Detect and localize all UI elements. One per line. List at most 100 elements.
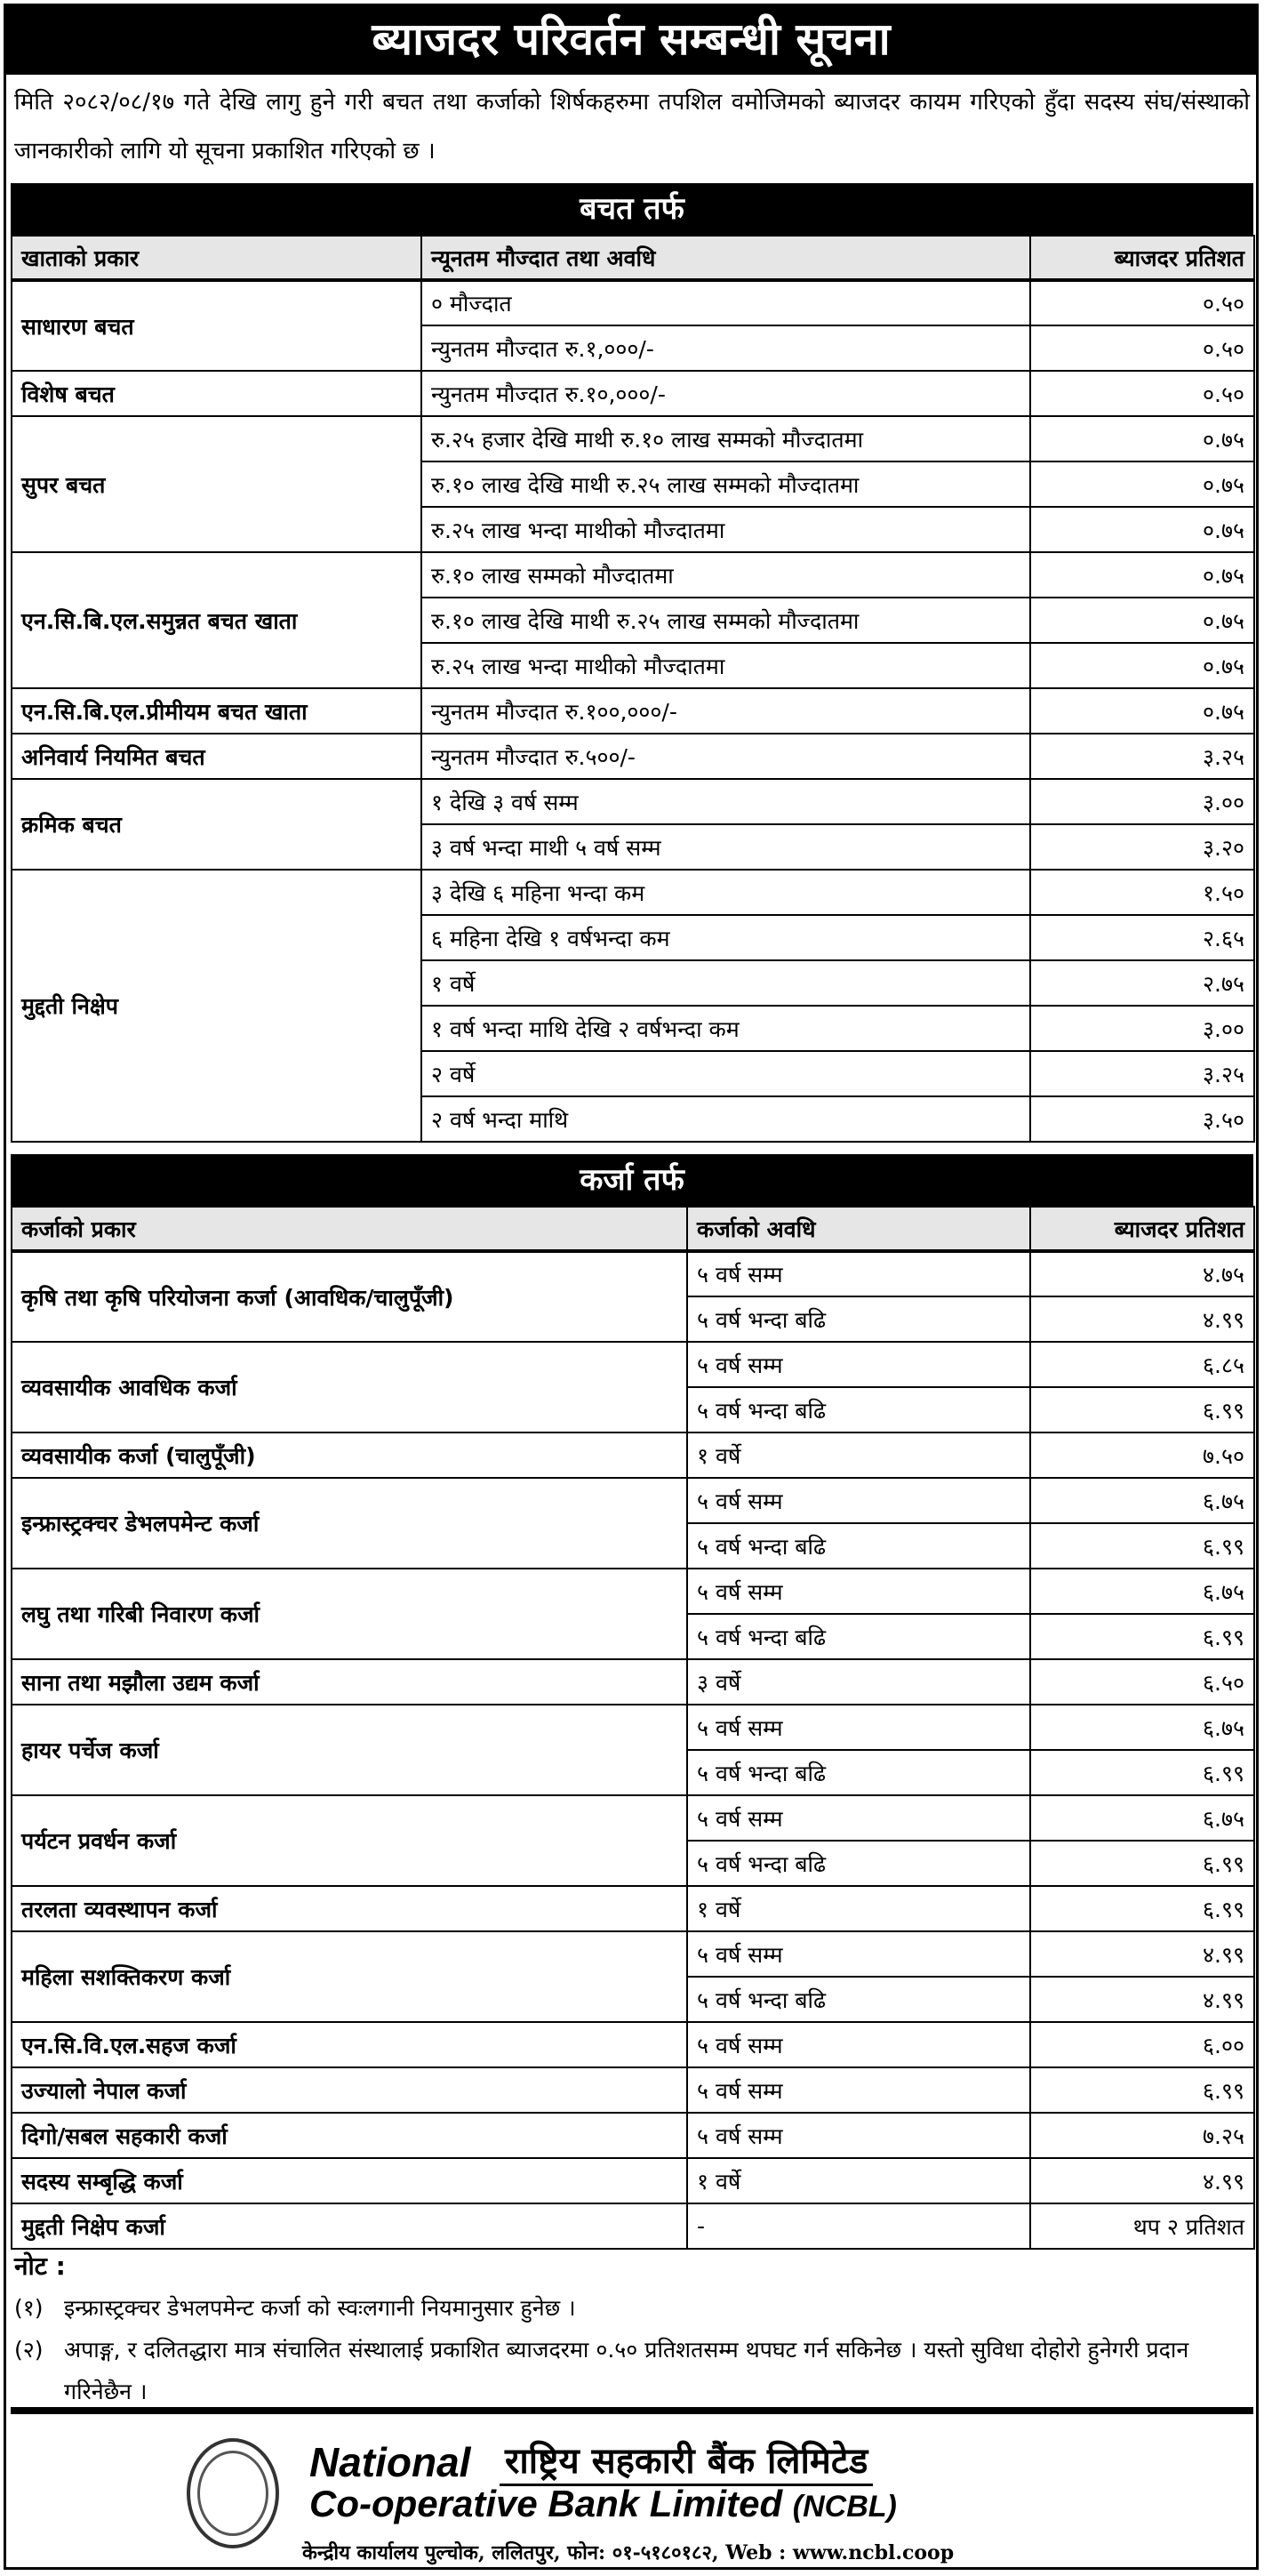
note-item: (२) अपाङ्ग, र दलितद्धारा मात्र संचालित स… xyxy=(14,2329,1250,2412)
condition-cell: ५ वर्ष भन्दा बढि xyxy=(686,1386,1031,1433)
rate-cell: ०.५० xyxy=(1029,279,1255,326)
logo-abbr: (NCBL) xyxy=(792,2490,897,2524)
category-cell: क्रमिक बचत xyxy=(11,778,422,871)
table-row: सदस्य सम्बृद्धि कर्जा १ वर्षे ४.९९ xyxy=(11,2157,1255,2204)
notes: नोट : (१) इन्फ्रास्ट्रक्चर डेभलपमेन्ट कर… xyxy=(14,2245,1250,2412)
condition-cell: रु.१० लाख देखि माथी रु.२५ लाख सम्मको मौज… xyxy=(420,597,1031,644)
rate-cell: ३.०० xyxy=(1029,778,1255,825)
condition-cell: ६ महिना देखि १ वर्षभन्दा कम xyxy=(420,914,1031,961)
category-cell: एन.सि.वि.एल.सहज कर्जा xyxy=(11,2021,688,2068)
category-cell: कृषि तथा कृषि परियोजना कर्जा (आवधिक/चालु… xyxy=(11,1250,688,1343)
rate-cell: ६.७५ xyxy=(1029,1568,1255,1615)
table-row: रु.१० लाख देखि माथी रु.२५ लाख सम्मको मौज… xyxy=(12,597,1255,644)
table-row: २ वर्षे ३.२५ xyxy=(12,1050,1255,1097)
table-row: ५ वर्ष भन्दा बढि ६.९९ xyxy=(12,1749,1255,1796)
rate-cell: ०.७५ xyxy=(1029,597,1255,644)
table-row: साधारण बचत ० मौज्दात ०.५० xyxy=(11,279,1255,372)
rate-cell: ०.७५ xyxy=(1029,687,1255,734)
rate-cell: ६.७५ xyxy=(1029,1704,1255,1751)
rate-cell: ०.५० xyxy=(1029,325,1255,372)
rate-cell: ६.९९ xyxy=(1029,1522,1255,1569)
category-cell: व्यवसायीक आवधिक कर्जा xyxy=(11,1341,688,1433)
table-row: महिला सशक्तिकरण कर्जा ५ वर्ष सम्म ४.९९ xyxy=(11,1930,1255,2023)
table-row: न्युनतम मौज्दात रु.१,०००/- ०.५० xyxy=(12,325,1255,372)
condition-cell: न्युनतम मौज्दात रु.१,०००/- xyxy=(420,325,1031,372)
category-cell: व्यवसायीक कर्जा (चालुपूँजी) xyxy=(11,1432,688,1479)
rate-cell: ३.०० xyxy=(1029,1005,1255,1052)
savings-table: खाताको प्रकार न्यूनतम मौज्दात तथा अवधि ब… xyxy=(11,235,1255,1143)
table-row: रु.२५ लाख भन्दा माथीको मौज्दातमा ०.७५ xyxy=(12,506,1255,553)
condition-cell: २ वर्षे xyxy=(420,1050,1031,1097)
table-row: ६ महिना देखि १ वर्षभन्दा कम २.६५ xyxy=(12,914,1255,961)
table-row: कृषि तथा कृषि परियोजना कर्जा (आवधिक/चालु… xyxy=(11,1250,1255,1343)
condition-cell: ५ वर्ष भन्दा बढि xyxy=(686,1522,1031,1569)
logo-text-nepali: राष्ट्रिय सहकारी बैंक लिमिटेड xyxy=(500,2435,874,2486)
rate-cell: ६.०० xyxy=(1029,2021,1255,2068)
page-title: ब्याजदर परिवर्तन सम्बन्धी सूचना xyxy=(4,4,1259,75)
savings-heading: बचत तर्फ xyxy=(11,183,1253,235)
divider xyxy=(11,2407,1253,2414)
table-row: दिगो/सबल सहकारी कर्जा ५ वर्ष सम्म ७.२५ xyxy=(11,2112,1255,2159)
category-cell: पर्यटन प्रवर्धन कर्जा xyxy=(11,1794,688,1887)
condition-cell: १ वर्षे xyxy=(686,1432,1031,1479)
rate-cell: ०.७५ xyxy=(1029,506,1255,553)
table-row: मुद्दती निक्षेप ३ देखि ६ महिना भन्दा कम १.… xyxy=(11,869,1255,1143)
rate-cell: ६.९९ xyxy=(1029,1749,1255,1796)
condition-cell: ३ देखि ६ महिना भन्दा कम xyxy=(420,869,1031,916)
rate-cell: थप २ प्रतिशत xyxy=(1029,2203,1255,2250)
notes-label: नोट : xyxy=(14,2251,66,2281)
table-row: ३ वर्ष भन्दा माथी ५ वर्ष सम्म ३.२० xyxy=(12,823,1255,871)
note-number: (२) xyxy=(14,2337,44,2363)
table-row: १ वर्ष भन्दा माथि देखि २ वर्षभन्दा कम ३.०… xyxy=(12,1005,1255,1052)
table-row: व्यवसायीक आवधिक कर्जा ५ वर्ष सम्म ६.८५ xyxy=(11,1341,1255,1433)
rate-cell: ७.२५ xyxy=(1029,2112,1255,2159)
note-text: इन्फ्रास्ट्रक्चर डेभलपमेन्ट कर्जा को स्व… xyxy=(64,2295,576,2321)
col-rate: ब्याजदर प्रतिशत xyxy=(1029,235,1255,282)
rate-cell: ४.९९ xyxy=(1029,1930,1255,1978)
category-cell: तरलता व्यवस्थापन कर्जा xyxy=(11,1885,688,1932)
bank-logo: National राष्ट्रिय सहकारी बैंक लिमिटेड C… xyxy=(178,2428,1067,2561)
rate-cell: ३.२५ xyxy=(1029,1050,1255,1097)
col-loan-period: कर्जाको अवधि xyxy=(686,1206,1031,1253)
rate-cell: ०.७५ xyxy=(1029,461,1255,508)
table-row: एन.सि.वि.एल.सहज कर्जा ५ वर्ष सम्म ६.०० xyxy=(11,2021,1255,2068)
condition-cell: रु.२५ लाख भन्दा माथीको मौज्दातमा xyxy=(420,506,1031,553)
rate-cell: ६.७५ xyxy=(1029,1477,1255,1524)
condition-cell: ५ वर्ष सम्म xyxy=(686,1704,1031,1751)
rate-cell: ७.५० xyxy=(1029,1432,1255,1479)
table-row: ५ वर्ष भन्दा बढि ६.९९ xyxy=(12,1386,1255,1433)
col-min-balance: न्यूनतम मौज्दात तथा अवधि xyxy=(420,235,1031,282)
rate-cell: ६.८५ xyxy=(1029,1341,1255,1388)
table-row: इन्फ्रास्ट्रक्चर डेभलपमेन्ट कर्जा ५ वर्ष … xyxy=(11,1477,1255,1569)
rate-cell: ०.७५ xyxy=(1029,415,1255,462)
rate-cell: ४.९९ xyxy=(1029,2157,1255,2204)
condition-cell: ५ वर्ष सम्म xyxy=(686,2112,1031,2159)
category-cell: साना तथा मझौला उद्यम कर्जा xyxy=(11,1658,688,1705)
condition-cell: न्युनतम मौज्दात रु.५००/- xyxy=(420,733,1031,780)
note-number: (१) xyxy=(14,2295,44,2321)
rate-cell: २.६५ xyxy=(1029,914,1255,961)
condition-cell: रु.१० लाख सम्मको मौज्दातमा xyxy=(420,551,1031,598)
condition-cell: ५ वर्ष सम्म xyxy=(686,1341,1031,1388)
table-row: ५ वर्ष भन्दा बढि ४.९९ xyxy=(12,1296,1255,1343)
category-cell: अनिवार्य नियमित बचत xyxy=(11,733,422,780)
category-cell: एन.सि.बि.एल.समुन्नत बचत खाता xyxy=(11,551,422,689)
category-cell: सुपर बचत xyxy=(11,415,422,553)
intro-text: मिति २०८२/०८/१७ गते देखि लागु हुने गरी ब… xyxy=(14,89,1250,165)
rate-cell: ४.९९ xyxy=(1029,1296,1255,1343)
table-row: क्रमिक बचत १ देखि ३ वर्ष सम्म ३.०० xyxy=(11,778,1255,871)
condition-cell: ३ वर्षे xyxy=(686,1658,1031,1705)
loans-heading: कर्जा तर्फ xyxy=(11,1154,1253,1206)
rate-cell: ४.९९ xyxy=(1029,1976,1255,2023)
category-cell: महिला सशक्तिकरण कर्जा xyxy=(11,1930,688,2023)
rate-cell: ३.५० xyxy=(1029,1095,1255,1143)
condition-cell: ५ वर्ष सम्म xyxy=(686,1794,1031,1842)
table-row: ५ वर्ष भन्दा बढि ६.९९ xyxy=(12,1522,1255,1569)
table-row: २ वर्ष भन्दा माथि ३.५० xyxy=(12,1095,1255,1143)
category-cell: इन्फ्रास्ट्रक्चर डेभलपमेन्ट कर्जा xyxy=(11,1477,688,1569)
condition-cell: १ वर्ष भन्दा माथि देखि २ वर्षभन्दा कम xyxy=(420,1005,1031,1052)
table-row: व्यवसायीक कर्जा (चालुपूँजी) १ वर्षे ७.५० xyxy=(11,1432,1255,1479)
table-row: सुपर बचत रु.२५ हजार देखि माथी रु.१० लाख स… xyxy=(11,415,1255,553)
rate-cell: ६.९९ xyxy=(1029,2066,1255,2114)
condition-cell: रु.२५ हजार देखि माथी रु.१० लाख सम्मको मौ… xyxy=(420,415,1031,462)
